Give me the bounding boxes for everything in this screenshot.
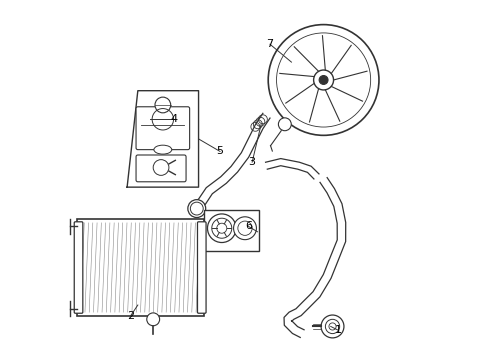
- Text: 1: 1: [334, 325, 342, 335]
- Text: 6: 6: [245, 221, 252, 231]
- FancyBboxPatch shape: [74, 222, 83, 313]
- Circle shape: [268, 24, 379, 135]
- Circle shape: [319, 76, 328, 84]
- Text: 5: 5: [217, 147, 223, 157]
- Text: 7: 7: [267, 39, 273, 49]
- Circle shape: [234, 217, 256, 240]
- Circle shape: [188, 200, 206, 217]
- FancyBboxPatch shape: [136, 107, 190, 150]
- Circle shape: [155, 97, 171, 113]
- Circle shape: [278, 118, 291, 131]
- FancyBboxPatch shape: [204, 210, 259, 251]
- Circle shape: [321, 315, 344, 338]
- Text: 4: 4: [170, 114, 177, 124]
- Ellipse shape: [154, 145, 172, 154]
- Circle shape: [147, 313, 160, 326]
- FancyBboxPatch shape: [77, 219, 204, 316]
- FancyBboxPatch shape: [136, 155, 186, 182]
- Text: 3: 3: [248, 157, 256, 167]
- FancyBboxPatch shape: [197, 222, 206, 313]
- Text: 2: 2: [127, 311, 134, 321]
